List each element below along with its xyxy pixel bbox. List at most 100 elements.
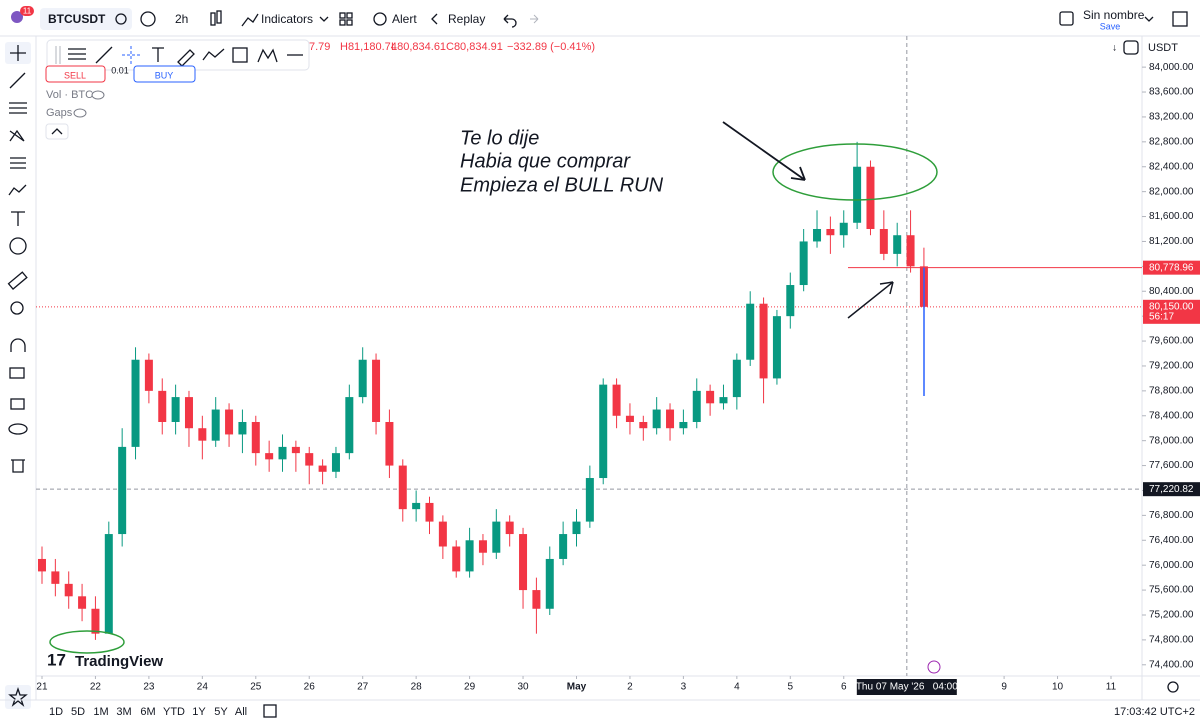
candle-body: [532, 590, 541, 609]
indicators[interactable]: Indicators: [261, 12, 313, 26]
lock-tool[interactable]: [10, 398, 25, 410]
badge: [20, 6, 34, 16]
price-label: 80,778.96: [1149, 262, 1194, 273]
rect-tool[interactable]: [232, 47, 248, 63]
candle-body: [171, 397, 180, 422]
brush-tool[interactable]: [8, 184, 27, 196]
magnet-tool[interactable]: [10, 338, 26, 352]
x-tick-label: 21: [36, 682, 48, 693]
candle-body: [839, 222, 848, 236]
candle-body: [385, 421, 394, 466]
range-button[interactable]: 1D: [49, 706, 63, 718]
fib-tool[interactable]: [9, 102, 27, 114]
pattern-tool[interactable]: [257, 48, 278, 63]
brush-tool[interactable]: [177, 49, 195, 67]
favorites[interactable]: [5, 685, 31, 709]
plot: 74,400.00 74,800.00 75,200.00 75,600.00 76,0…: [36, 36, 1200, 695]
scale-button[interactable]: [1123, 40, 1139, 55]
crosshair-tool[interactable]: [122, 46, 140, 64]
trendline-tool[interactable]: [9, 72, 26, 89]
candle-body: [225, 409, 234, 435]
candle-body: [184, 397, 193, 429]
date-range[interactable]: [263, 704, 277, 718]
candle-body: [746, 303, 755, 360]
profile-icon[interactable]: [11, 11, 23, 23]
drag-handle[interactable]: [55, 46, 61, 64]
range-button[interactable]: 5Y: [214, 706, 228, 718]
sell-button[interactable]: [45, 65, 106, 83]
range-button[interactable]: 6M: [140, 706, 155, 718]
x-tick-label: 24: [197, 682, 209, 693]
arrow: [847, 281, 894, 319]
lock-draw-tool[interactable]: [9, 367, 25, 379]
candle-body: [478, 540, 487, 553]
dropdown[interactable]: [319, 16, 329, 22]
event-icon[interactable]: [927, 660, 941, 674]
y-tick-label: 74,400.00: [1149, 659, 1194, 670]
line-tool[interactable]: [95, 46, 113, 64]
layouts-3: [339, 19, 346, 26]
range-button[interactable]: YTD: [163, 706, 185, 718]
x-tick-label: 4: [734, 682, 740, 693]
quantity[interactable]: 0.01: [111, 65, 129, 75]
legend-high: H81,180.74: [340, 41, 397, 53]
currency[interactable]: USDT: [1148, 42, 1178, 54]
buy-label[interactable]: BUY: [155, 70, 174, 80]
candle-body: [278, 446, 287, 460]
candle-body: [398, 465, 407, 510]
replay[interactable]: Replay: [448, 12, 485, 26]
price-label: 80,150.00: [1149, 301, 1194, 312]
add-symbol[interactable]: [140, 11, 156, 27]
candle-body: [732, 359, 741, 398]
chart-type[interactable]: [210, 12, 216, 26]
projection-tool[interactable]: [10, 157, 26, 169]
layouts-2: [346, 12, 353, 19]
sell-label[interactable]: SELL: [64, 70, 86, 80]
x-tick-label: 5: [788, 682, 794, 693]
range-button[interactable]: 1M: [93, 706, 108, 718]
layout-name[interactable]: Sin nombre: [1083, 8, 1145, 22]
dropdown[interactable]: [1144, 16, 1154, 22]
collapse-legend[interactable]: [45, 123, 69, 140]
range-button[interactable]: 1Y: [192, 706, 206, 718]
interval[interactable]: 2h: [175, 12, 188, 26]
hide-icon[interactable]: [91, 90, 105, 100]
undo[interactable]: [503, 14, 517, 28]
zoom-tool[interactable]: [10, 301, 24, 315]
range-button[interactable]: 3M: [116, 706, 131, 718]
text-tool[interactable]: [152, 47, 164, 62]
candle-body: [412, 502, 421, 510]
volume-legend: Vol · BTC: [46, 89, 93, 101]
candle-body: [772, 316, 781, 379]
candle-body: [505, 521, 514, 535]
range-button[interactable]: All: [235, 706, 247, 718]
save[interactable]: Save: [1100, 21, 1121, 31]
hide-icon[interactable]: [73, 108, 87, 118]
pattern-tool[interactable]: [9, 129, 25, 142]
price-label-box: [1143, 482, 1200, 497]
text-tool[interactable]: [11, 211, 25, 226]
legend-change: −332.89 (−0.41%): [507, 41, 595, 53]
top-toolbar: 11 BTCUSDT 2h Indicators Alert Replay Si…: [0, 6, 1200, 37]
alert[interactable]: Alert: [392, 12, 417, 26]
layouts[interactable]: [339, 12, 346, 19]
candle-body: [585, 478, 594, 522]
emoji-tool[interactable]: [9, 237, 27, 255]
fullscreen[interactable]: [1172, 11, 1188, 27]
settings[interactable]: [1167, 681, 1179, 693]
scale-down[interactable]: ↓: [1112, 43, 1117, 54]
redo[interactable]: [530, 14, 539, 24]
symbol[interactable]: BTCUSDT: [48, 12, 106, 26]
delete-tool[interactable]: [11, 459, 25, 473]
range-button[interactable]: 5D: [71, 706, 85, 718]
symbol-search[interactable]: [40, 8, 132, 30]
star-icon: [8, 686, 28, 707]
ruler-tool[interactable]: [7, 271, 28, 290]
layout-icon[interactable]: [1059, 11, 1074, 26]
lines-tool[interactable]: [68, 48, 86, 60]
annotation-text: Habia que comprar: [460, 150, 631, 172]
buy-button[interactable]: [133, 65, 196, 83]
candle-body: [719, 397, 728, 404]
visibility-tool[interactable]: [8, 423, 28, 435]
path-tool[interactable]: [202, 48, 225, 61]
